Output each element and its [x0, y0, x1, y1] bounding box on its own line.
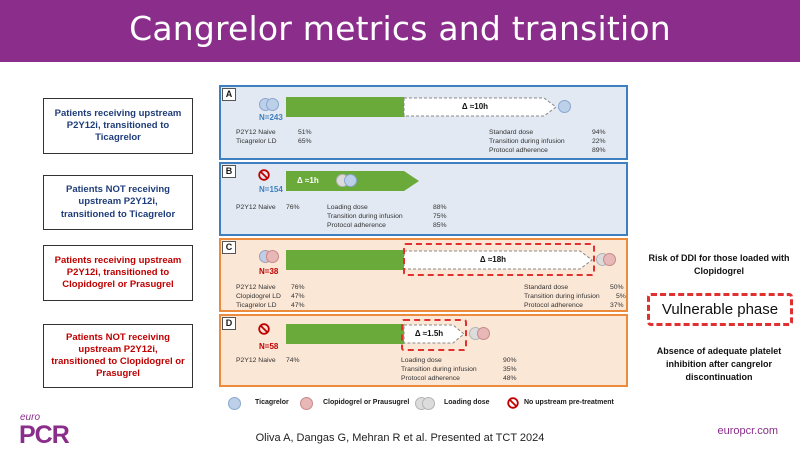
stat-value: 89%: [592, 147, 606, 154]
delta-time: Δ ≈18h: [479, 255, 507, 264]
stat-value: 48%: [503, 375, 517, 382]
stat-value: 5%: [616, 293, 626, 300]
panel-letter: C: [222, 241, 236, 254]
stat-label: Transition during infusion: [489, 138, 565, 145]
stat-value: 37%: [610, 302, 624, 309]
pink-circle-icon: [603, 253, 616, 266]
vulnerable-phase-highlight: [403, 243, 595, 276]
blue-circle-icon: [228, 397, 241, 410]
stat-label: Standard dose: [489, 129, 534, 136]
pink-circle-icon: [477, 327, 490, 340]
panel-letter: B: [222, 165, 236, 178]
pink-circle-icon: [300, 397, 313, 410]
stat-value: 94%: [592, 129, 606, 136]
stat-label: Clopidogrel LD: [236, 293, 281, 300]
blue-circle-icon: [266, 98, 279, 111]
stat-label: Protocol adherence: [524, 302, 583, 309]
absence-inhibition-text: Absence of adequate platelet inhibition …: [656, 346, 782, 383]
panel-c: C N=38 Δ ≈18h P2Y12 Naive 76% Clopidogre…: [219, 238, 628, 312]
logo-euro-text: euro: [20, 412, 41, 423]
stat-value: 85%: [433, 222, 447, 229]
no-symbol-icon: [258, 323, 270, 335]
delta-time: Δ ≈10h: [461, 102, 489, 111]
left-box-text: Patients NOT receiving upstream P2Y12i, …: [60, 184, 176, 220]
transition-arrow: Δ ≈1.5h: [403, 324, 465, 344]
stat-value: 51%: [298, 129, 312, 136]
panel-letter: D: [222, 317, 236, 330]
stat-label: Protocol adherence: [401, 375, 460, 382]
left-box-upstream-ticagrelor: Patients receiving upstream P2Y12i, tran…: [43, 98, 193, 154]
left-box-text: Patients receiving upstream P2Y12i, tran…: [54, 107, 182, 144]
no-symbol-icon: [258, 169, 270, 181]
stat-label: P2Y12 Naive: [236, 204, 276, 211]
stat-label: Protocol adherence: [327, 222, 386, 229]
stat-value: 50%: [610, 284, 624, 291]
delta-time: Δ ≈1h: [297, 176, 319, 185]
stat-label: Transition during infusion: [401, 366, 477, 373]
vulnerable-phase-label: Vulnerable phase: [647, 293, 793, 326]
left-box-upstream-clopidogrel: Patients receiving upstream P2Y12i, tran…: [43, 245, 193, 301]
blue-circle-icon: [558, 100, 571, 113]
stat-value: 76%: [291, 284, 305, 291]
panel-b: B N=154 Δ ≈1h P2Y12 Naive 76% Loading do…: [219, 162, 628, 236]
transition-arrow: Δ ≈10h: [403, 97, 557, 117]
cangrelor-arrow: [286, 250, 419, 270]
stat-label: P2Y12 Naive: [236, 357, 276, 364]
left-box-text: Patients NOT receiving upstream P2Y12i, …: [51, 331, 185, 380]
stat-value: 74%: [286, 357, 300, 364]
cangrelor-arrow: [286, 324, 419, 344]
left-box-text: Patients receiving upstream P2Y12i, tran…: [54, 254, 182, 291]
n-count: N=243: [259, 113, 283, 122]
title-bar: Cangrelor metrics and transition: [0, 0, 800, 62]
stat-label: Ticagrelor LD: [236, 302, 277, 309]
legend: Ticagrelor Clopidogrel or Prausugrel Loa…: [225, 393, 630, 413]
legend-label: Loading dose: [444, 399, 490, 406]
stat-value: 88%: [433, 204, 447, 211]
stat-value: 47%: [291, 293, 305, 300]
legend-label: No upstream pre-treatment: [524, 399, 614, 406]
no-symbol-icon: [507, 397, 519, 409]
stat-value: 47%: [291, 302, 305, 309]
panel-letter: A: [222, 88, 236, 101]
stat-label: Transition during infusion: [327, 213, 403, 220]
stat-label: Standard dose: [524, 284, 569, 291]
vulnerable-phase-highlight: [401, 319, 467, 351]
stat-label: Ticagrelor LD: [236, 138, 277, 145]
risk-ddi-text: Risk of DDI for those loaded with Clopid…: [648, 253, 790, 277]
stat-value: 75%: [433, 213, 447, 220]
pink-circle-icon: [266, 250, 279, 263]
stat-value: 65%: [298, 138, 312, 145]
n-count: N=58: [259, 342, 279, 351]
n-count: N=38: [259, 267, 279, 276]
stat-value: 35%: [503, 366, 517, 373]
stat-value: 90%: [503, 357, 517, 364]
site-url: europcr.com: [717, 425, 778, 437]
blue-circle-icon: [344, 174, 357, 187]
stat-value: 76%: [286, 204, 300, 211]
logo-pcr-text: PCR: [19, 421, 70, 449]
left-box-no-upstream-ticagrelor: Patients NOT receiving upstream P2Y12i, …: [43, 175, 193, 230]
citation: Oliva A, Dangas G, Mehran R et al. Prese…: [255, 432, 545, 444]
cangrelor-arrow: [286, 97, 419, 117]
stat-label: P2Y12 Naive: [236, 129, 276, 136]
legend-label: Clopidogrel or Prausugrel: [323, 399, 410, 406]
stat-value: 22%: [592, 138, 606, 145]
left-box-no-upstream-clopidogrel: Patients NOT receiving upstream P2Y12i, …: [43, 324, 193, 388]
stat-label: P2Y12 Naive: [236, 284, 276, 291]
loading-dose-icon: [422, 397, 435, 410]
stat-label: Transition during infusion: [524, 293, 600, 300]
n-count: N=154: [259, 185, 283, 194]
panel-d: D N=58 Δ ≈1.5h P2Y12 Naive 74% Loading d…: [219, 314, 628, 387]
stat-label: Loading dose: [327, 204, 368, 211]
slide-title: Cangrelor metrics and transition: [129, 9, 671, 48]
panel-a: A N=243 Δ ≈10h P2Y12 Naive 51% Ticagrelo…: [219, 85, 628, 160]
legend-label: Ticagrelor: [255, 399, 289, 406]
delta-time: Δ ≈1.5h: [414, 329, 444, 338]
stat-label: Protocol adherence: [489, 147, 548, 154]
stat-label: Loading dose: [401, 357, 442, 364]
